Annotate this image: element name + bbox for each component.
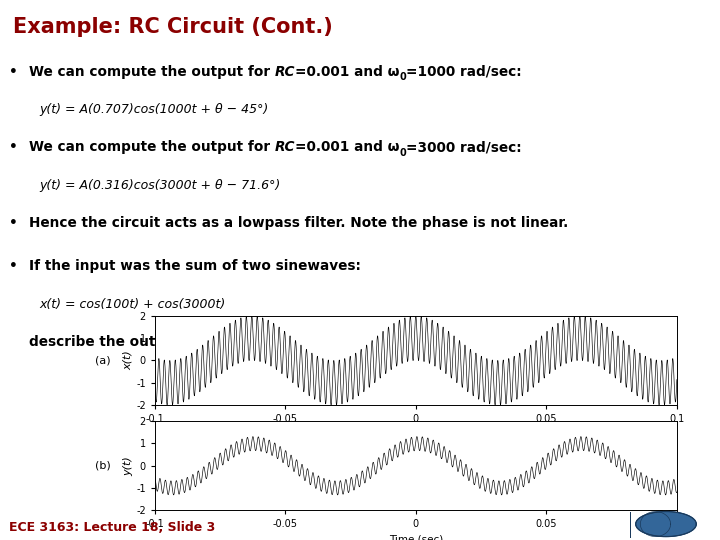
Text: •: • [9, 216, 17, 230]
Text: 0: 0 [400, 147, 406, 158]
Text: =1000 rad/sec:: =1000 rad/sec: [406, 65, 522, 79]
Text: RC: RC [274, 65, 295, 79]
Text: Example: RC Circuit (Cont.): Example: RC Circuit (Cont.) [13, 17, 333, 37]
Text: (b): (b) [95, 461, 111, 471]
Text: ECE 3163: Lecture 18, Slide 3: ECE 3163: Lecture 18, Slide 3 [9, 521, 215, 535]
Text: •: • [9, 65, 17, 79]
Text: 0: 0 [400, 72, 406, 82]
Text: If the input was the sum of two sinewaves:: If the input was the sum of two sinewave… [29, 259, 361, 273]
Text: •: • [9, 259, 17, 273]
Text: y(t) = A(0.707)cos(1000t + θ − 45°): y(t) = A(0.707)cos(1000t + θ − 45°) [40, 103, 269, 117]
Text: (a): (a) [95, 355, 110, 366]
Text: y(t) = A(0.316)cos(3000t + θ − 71.6°): y(t) = A(0.316)cos(3000t + θ − 71.6°) [40, 179, 281, 192]
Text: RC: RC [274, 140, 295, 154]
Text: =0.001 and ω: =0.001 and ω [295, 65, 400, 79]
Text: Hence the circuit acts as a lowpass filter. Note the phase is not linear.: Hence the circuit acts as a lowpass filt… [29, 216, 568, 230]
Text: x(t) = cos(100t) + cos(3000t): x(t) = cos(100t) + cos(3000t) [40, 298, 226, 311]
Y-axis label: x(t): x(t) [123, 350, 133, 370]
X-axis label: Time (sec): Time (sec) [389, 430, 443, 440]
Text: describe the output.: describe the output. [29, 335, 186, 349]
Text: •: • [9, 140, 17, 154]
Text: =3000 rad/sec:: =3000 rad/sec: [406, 140, 522, 154]
Text: =0.001 and ω: =0.001 and ω [295, 140, 400, 154]
X-axis label: Time (sec): Time (sec) [389, 535, 443, 540]
Y-axis label: y(t): y(t) [123, 456, 133, 476]
Circle shape [636, 511, 696, 537]
Text: We can compute the output for: We can compute the output for [29, 140, 274, 154]
Text: We can compute the output for: We can compute the output for [29, 65, 274, 79]
